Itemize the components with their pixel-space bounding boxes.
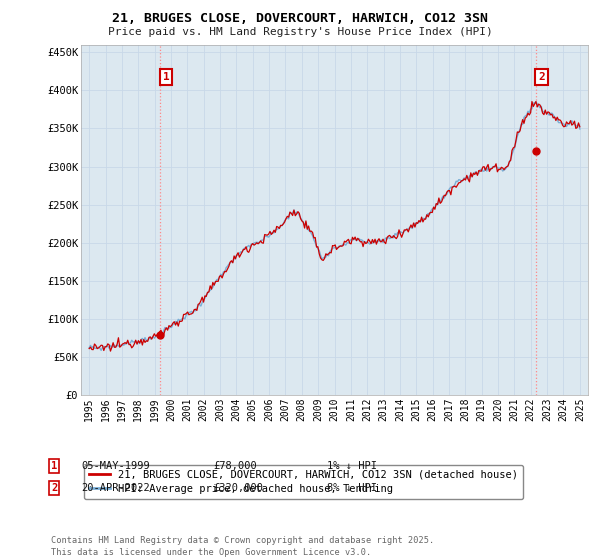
Text: 1% ↓ HPI: 1% ↓ HPI bbox=[327, 461, 377, 471]
Text: 2: 2 bbox=[538, 72, 545, 82]
Text: 1: 1 bbox=[163, 72, 170, 82]
Text: £78,000: £78,000 bbox=[213, 461, 257, 471]
Text: 05-MAY-1999: 05-MAY-1999 bbox=[81, 461, 150, 471]
Text: 21, BRUGES CLOSE, DOVERCOURT, HARWICH, CO12 3SN: 21, BRUGES CLOSE, DOVERCOURT, HARWICH, C… bbox=[112, 12, 488, 25]
Text: 2: 2 bbox=[51, 483, 57, 493]
Text: Contains HM Land Registry data © Crown copyright and database right 2025.
This d: Contains HM Land Registry data © Crown c… bbox=[51, 536, 434, 557]
Text: 1: 1 bbox=[51, 461, 57, 471]
Legend: 21, BRUGES CLOSE, DOVERCOURT, HARWICH, CO12 3SN (detached house), HPI: Average p: 21, BRUGES CLOSE, DOVERCOURT, HARWICH, C… bbox=[83, 465, 523, 500]
Text: 20-APR-2022: 20-APR-2022 bbox=[81, 483, 150, 493]
Text: 8% ↓ HPI: 8% ↓ HPI bbox=[327, 483, 377, 493]
Text: £320,000: £320,000 bbox=[213, 483, 263, 493]
Text: Price paid vs. HM Land Registry's House Price Index (HPI): Price paid vs. HM Land Registry's House … bbox=[107, 27, 493, 37]
